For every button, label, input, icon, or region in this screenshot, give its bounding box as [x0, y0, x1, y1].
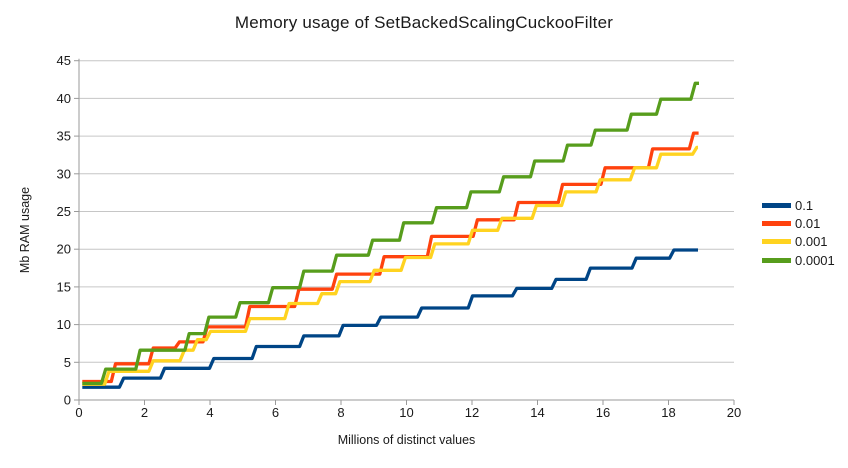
series-line-0.1 — [82, 248, 698, 389]
x-tick-label-4: 4 — [206, 405, 213, 420]
legend-label-0.01: 0.01 — [795, 215, 821, 231]
series-line-0.0001 — [82, 81, 699, 386]
y-tick-label-20: 20 — [57, 242, 71, 257]
legend-item-0.01: 0.01 — [762, 214, 835, 232]
series-line-0.001 — [82, 145, 699, 386]
chart-title: Memory usage of SetBackedScalingCuckooFi… — [234, 13, 614, 32]
legend-swatch-0.001 — [762, 239, 791, 245]
legend-swatch-0.1 — [762, 202, 791, 208]
y-tick-label-10: 10 — [57, 317, 71, 332]
legend-item-0.001: 0.001 — [762, 233, 835, 251]
legend: 0.1 0.01 0.001 0.0001 — [762, 196, 835, 269]
y-tick-label-5: 5 — [64, 355, 71, 370]
legend-label-0.1: 0.1 — [795, 197, 814, 213]
x-tick-label-2: 2 — [141, 405, 148, 420]
x-tick-label-14: 14 — [530, 405, 544, 420]
series-line-0.01 — [82, 131, 699, 384]
legend-item-0.1: 0.1 — [762, 196, 835, 214]
legend-swatch-0.01 — [762, 220, 791, 226]
x-tick-label-10: 10 — [399, 405, 413, 420]
x-tick-label-0: 0 — [75, 405, 82, 420]
legend-item-0.0001: 0.0001 — [762, 251, 835, 269]
y-tick-label-15: 15 — [57, 279, 71, 294]
x-tick-label-6: 6 — [272, 405, 279, 420]
x-tick-label-20: 20 — [727, 405, 741, 420]
y-tick-label-45: 45 — [57, 53, 71, 68]
legend-label-0.0001: 0.0001 — [795, 252, 835, 268]
x-tick-label-18: 18 — [661, 405, 675, 420]
y-tick-label-25: 25 — [57, 204, 71, 219]
x-tick-label-12: 12 — [465, 405, 479, 420]
y-tick-label-30: 30 — [57, 166, 71, 181]
x-tick-label-16: 16 — [596, 405, 610, 420]
legend-label-0.001: 0.001 — [795, 234, 828, 250]
legend-swatch-0.0001 — [762, 257, 791, 263]
y-tick-label-40: 40 — [57, 91, 71, 106]
y-tick-label-0: 0 — [64, 393, 71, 408]
x-axis-title: Millions of distinct values — [337, 433, 476, 447]
x-tick-label-8: 8 — [337, 405, 344, 420]
y-tick-label-35: 35 — [57, 129, 71, 144]
